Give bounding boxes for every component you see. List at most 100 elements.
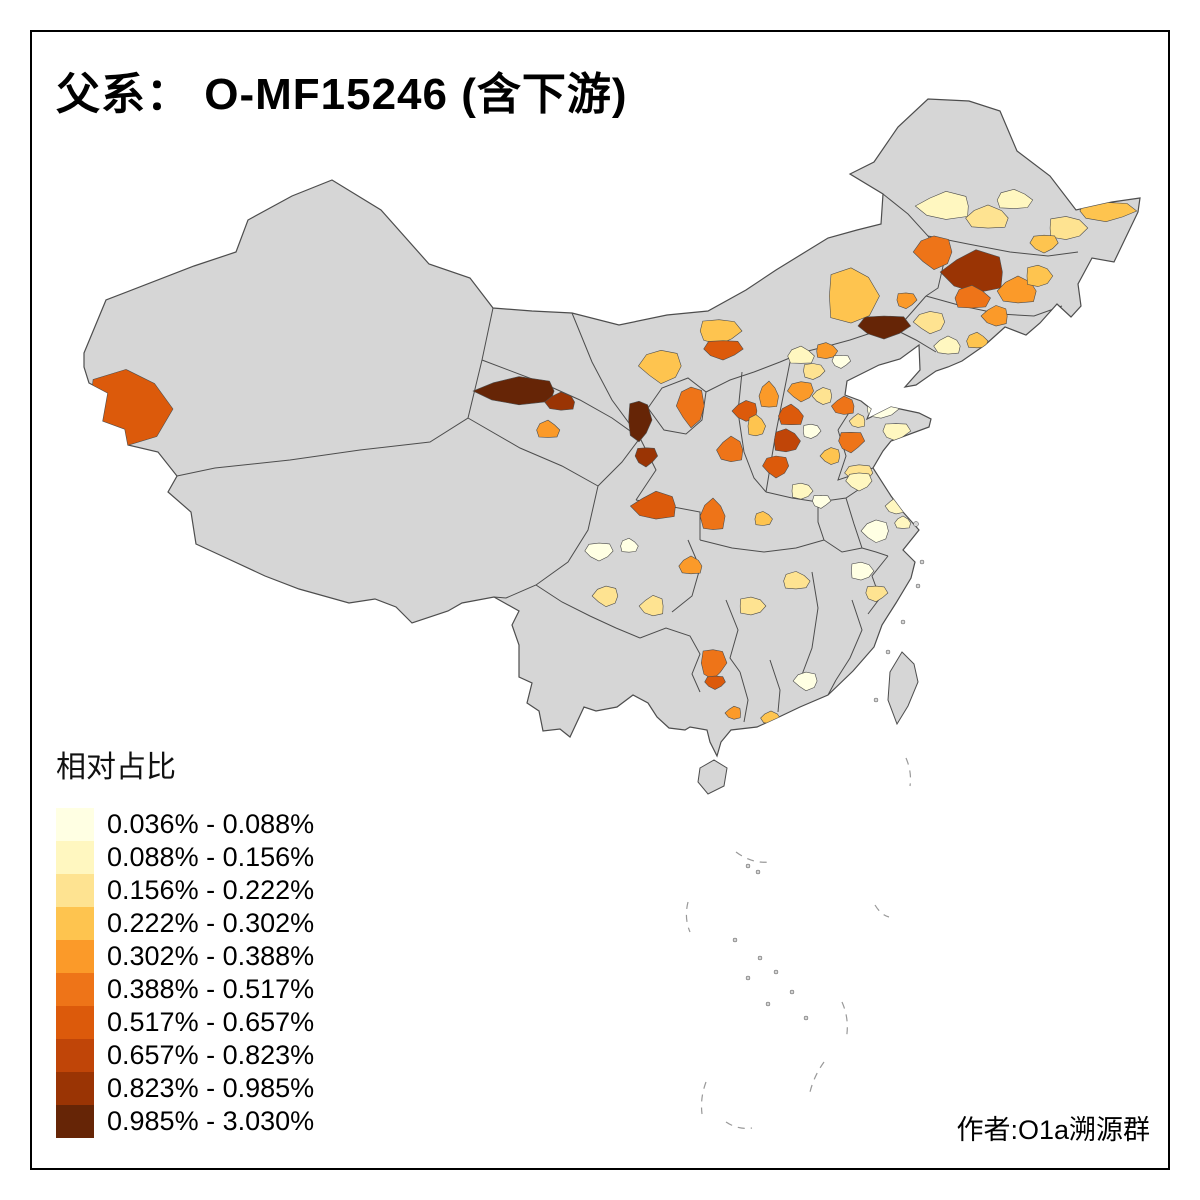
legend-item: 0.222% - 0.302% [56, 907, 314, 940]
map-region [778, 403, 804, 426]
map-region [939, 249, 1003, 294]
plot-title: 父系： O-MF15246 (含下游) [56, 70, 628, 119]
legend-item: 0.823% - 0.985% [56, 1072, 314, 1105]
small-islands [732, 521, 925, 1021]
map-region [996, 188, 1034, 209]
map-region [865, 585, 889, 603]
map-region [620, 537, 639, 553]
map-region [860, 519, 889, 543]
map-region [812, 494, 832, 509]
map-region [637, 349, 682, 385]
map-region [675, 386, 705, 429]
map-region [704, 675, 726, 690]
map-region [773, 428, 801, 453]
map-region [584, 542, 614, 562]
legend-label: 0.036% - 0.088% [107, 809, 315, 839]
map-region [716, 435, 744, 463]
map-region [996, 275, 1037, 304]
map-region [1079, 202, 1138, 223]
map-region [783, 571, 811, 590]
colored-prefecture-regions [89, 188, 1138, 756]
map-region [802, 423, 822, 439]
map-region [954, 284, 991, 309]
legend-items: 0.036% - 0.088% 0.088% - 0.156% 0.156% - 0… [56, 808, 314, 1138]
legend-swatch [56, 973, 94, 1006]
legend-swatch [56, 841, 94, 874]
map-region [638, 594, 664, 617]
legend-label: 0.388% - 0.517% [107, 974, 315, 1004]
legend-label: 0.985% - 3.030% [107, 1106, 315, 1136]
map-region [894, 515, 911, 529]
mainland-china-shape [83, 98, 1141, 757]
map-region [700, 649, 728, 680]
map-region [703, 340, 744, 361]
legend-label: 0.657% - 0.823% [107, 1040, 315, 1070]
legend-swatch [56, 1105, 94, 1138]
map-region [787, 345, 815, 364]
map-region [754, 511, 773, 526]
map-region [831, 355, 852, 369]
author-credit: 作者:O1a溯源群 [956, 1115, 1150, 1145]
map-region [848, 413, 866, 428]
hainan-island-shape [697, 759, 728, 795]
map-region [1049, 216, 1089, 240]
legend-swatch [56, 874, 94, 907]
south-china-sea-dashes [685, 757, 912, 1129]
legend-swatch [56, 1006, 94, 1039]
legend-label: 0.517% - 0.657% [107, 1007, 315, 1037]
map-region [699, 497, 726, 530]
map-region [914, 190, 969, 220]
map-region [791, 482, 814, 500]
legend-swatch [56, 808, 94, 841]
map-region [739, 596, 767, 616]
map-region [851, 561, 875, 581]
map-region [829, 267, 880, 324]
legend-swatch [56, 1072, 94, 1105]
map-region [796, 745, 810, 756]
legend-label: 0.156% - 0.222% [107, 875, 315, 905]
legend-item: 0.517% - 0.657% [56, 1006, 314, 1039]
map-region [629, 490, 676, 520]
map-region [472, 376, 555, 406]
legend-label: 0.088% - 0.156% [107, 842, 315, 872]
map-region [634, 447, 658, 468]
map-region [628, 400, 653, 443]
map-region [857, 315, 912, 340]
map-region [965, 204, 1009, 229]
map-region [933, 335, 961, 355]
legend-item: 0.156% - 0.222% [56, 874, 314, 907]
map-region [819, 447, 841, 465]
map-region [803, 363, 826, 380]
map-region [845, 472, 873, 492]
map-region [724, 705, 741, 720]
map-region [838, 431, 866, 454]
map-region [912, 311, 946, 335]
legend-label: 0.302% - 0.388% [107, 941, 315, 971]
map-region [980, 305, 1008, 327]
legend-item: 0.985% - 3.030% [56, 1105, 314, 1138]
map-region [816, 342, 839, 359]
legend-item: 0.302% - 0.388% [56, 940, 314, 973]
legend-swatch [56, 1039, 94, 1072]
map-region [591, 585, 619, 608]
map-region [787, 381, 814, 403]
map-region [831, 395, 855, 415]
legend-item: 0.088% - 0.156% [56, 841, 314, 874]
legend-label: 0.222% - 0.302% [107, 908, 315, 938]
map-region [792, 671, 818, 692]
legend-label: 0.823% - 0.985% [107, 1073, 315, 1103]
map-region [536, 419, 561, 438]
legend-item: 0.036% - 0.088% [56, 808, 314, 841]
map-region [762, 455, 790, 479]
legend-item: 0.388% - 0.517% [56, 973, 314, 1006]
map-region [811, 387, 833, 405]
legend-title: 相对占比 [56, 751, 176, 784]
map-region [678, 555, 703, 575]
map-region [747, 414, 766, 437]
map-region [896, 442, 920, 460]
map-region [758, 380, 779, 408]
legend-swatch [56, 940, 94, 973]
legend: 相对占比 0.036% - 0.088% 0.088% - 0.156% 0.156… [56, 742, 314, 1138]
taiwan-island-shape [887, 651, 919, 726]
